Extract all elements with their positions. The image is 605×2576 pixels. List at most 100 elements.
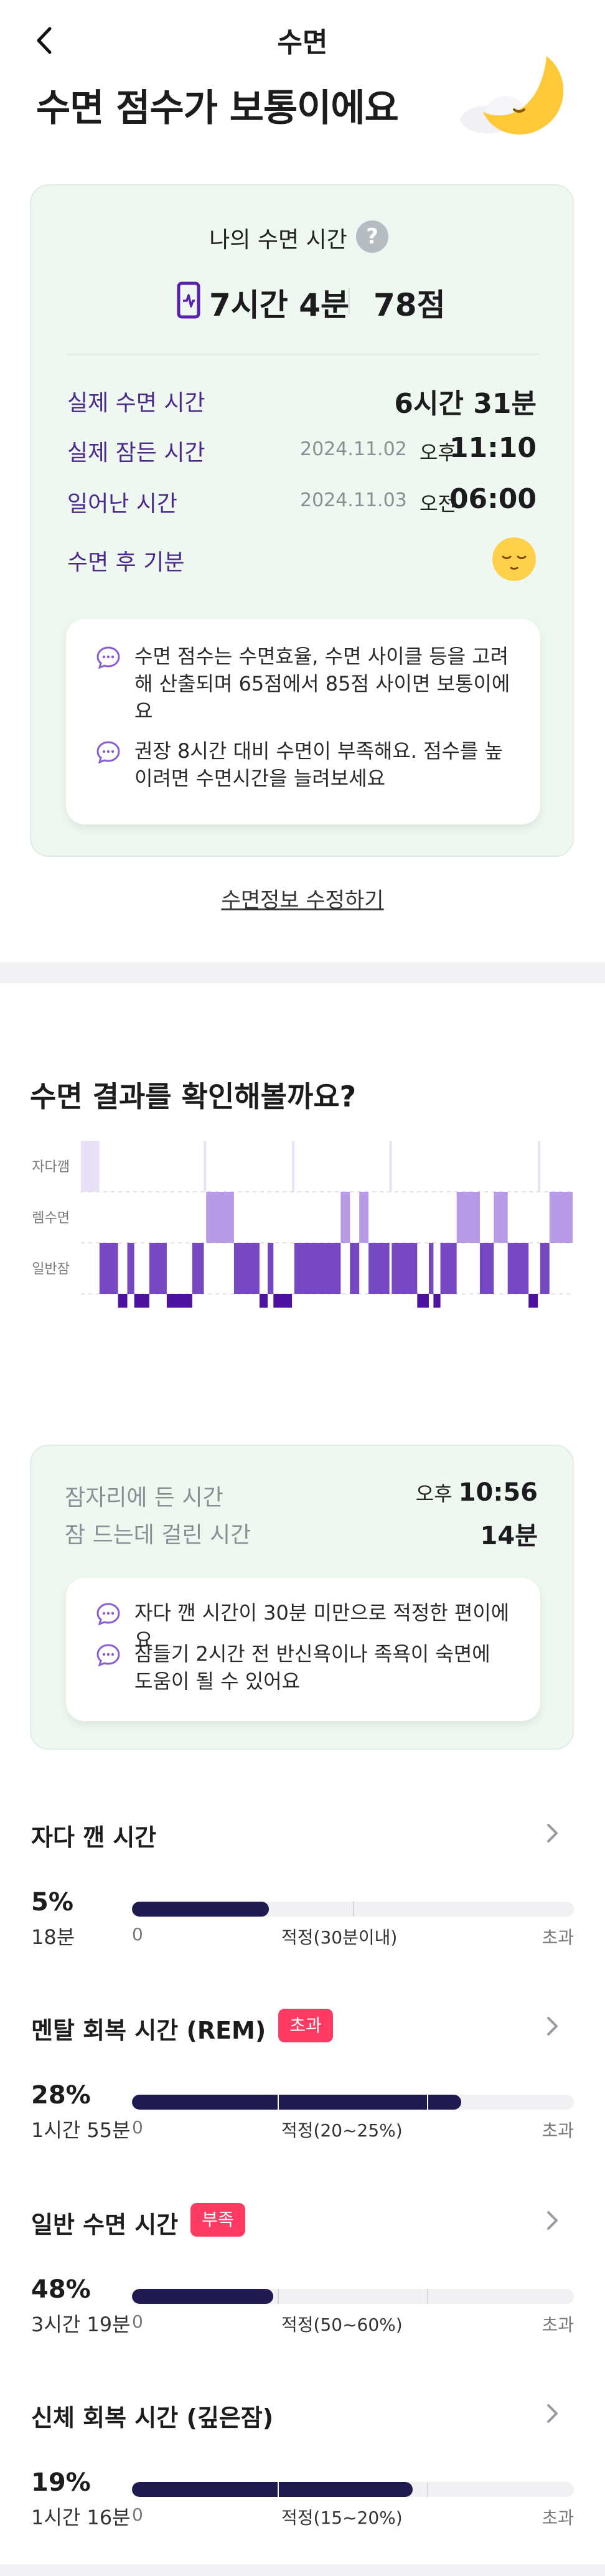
stage-over-label: 초과 [542,1927,574,1948]
sleep-stage-segment [273,1294,293,1308]
sleep-stage-segment [368,1243,390,1294]
latency-value: 14분 [480,1522,538,1550]
sleep-score-headline: 수면 점수가 보통이에요 [36,87,399,130]
sleep-stage-segment [99,1243,118,1294]
stage-zero-label: 0 [132,2117,143,2138]
in-bed-label: 잠자리에 든 시간 [65,1485,223,1511]
stage-progress-track [132,2482,574,2497]
moon-illustration [461,56,564,135]
stage-title: 일반 수면 시간 [31,2211,179,2239]
stage-over-label: 초과 [542,2508,574,2528]
chat-bubble-icon [96,646,120,669]
bedtime-tips-box: 자다 깬 시간이 30분 미만으로 적정한 편이에요 잠들기 2시간 전 반신욕… [66,1578,540,1721]
chevron-right-icon [547,1824,558,1842]
sleep-result-heading: 수면 결과를 확인해볼까요? [30,1080,357,1113]
back-button[interactable] [27,19,65,62]
stage-row[interactable]: 멘탈 회복 시간 (REM) 초과 28% 1시간 55분 0 적정(20~25%) 초과 [0,2009,605,2179]
sleep-stage-segment [127,1243,134,1294]
chat-bubble-icon [96,1644,120,1667]
sleep-stage-segment [359,1192,369,1243]
tip-text: 잠들기 2시간 전 반신욕이나 족욕이 숙면에 도움이 될 수 있어요 [134,1642,490,1693]
fell-asleep-date: 2024.11.02 [300,438,407,460]
stage-title: 멘탈 회복 시간 (REM) [31,2017,266,2044]
stage-over-label: 초과 [542,2120,574,2141]
my-sleep-time-text: 나의 수면 시간 [209,227,347,253]
stage-percent: 5% [31,1888,73,1917]
stage-progress-fill [132,2482,413,2497]
stage-range-marker [427,2289,428,2304]
stage-progress-fill [132,2289,273,2304]
stage-row[interactable]: 일반 수면 시간 부족 48% 3시간 19분 0 적정(50~60%) 초과 [0,2203,605,2374]
stage-range-marker [353,1902,354,1917]
woke-up-date: 2024.11.03 [300,489,407,511]
sleep-stage-segment [538,1141,540,1192]
stage-progress-track [132,2289,574,2304]
stage-normal-range: 적정(50~60%) [281,2314,403,2335]
sleep-stage-segment [134,1294,149,1308]
stage-progress-fill [132,1902,269,1917]
stage-row[interactable]: 자다 깬 시간 5% 18분 0 적정(30분이내) 초과 [0,1818,605,1986]
stage-axis-label: 자다깸 [32,1159,70,1175]
stage-normal-range: 적정(15~20%) [281,2508,403,2528]
chat-bubble-icon [96,741,120,764]
back-arrow-icon [37,27,52,54]
phone-activity-icon [177,281,200,319]
sleep-stage-segment [294,1243,341,1294]
stage-title: 자다 깬 시간 [31,1824,157,1851]
sleep-stage-segment [440,1243,457,1294]
sleep-stage-segment [389,1141,392,1192]
sleep-stage-segment [267,1243,274,1294]
chevron-right-icon [547,2211,558,2230]
stage-range-marker [278,2095,279,2110]
sleepy-face-icon [492,537,536,581]
edit-sleep-info-link[interactable]: 수면정보 수정하기 [221,888,384,913]
sleep-stage-segment [340,1192,350,1243]
sleep-stage-segment [479,1243,494,1294]
bottom-divider [0,2564,605,2576]
stage-row[interactable]: 신체 회복 시간 (깊은잠) 19% 1시간 16분 0 적정(15~20%) 초과 [0,2399,605,2567]
mood-label: 수면 후 기분 [67,550,185,575]
woke-up-time: 06:00 [449,483,537,515]
help-icon[interactable]: ? [356,220,388,253]
stage-axis-label: 렘수면 [32,1210,70,1226]
sleep-stage-segment [206,1192,234,1243]
sleep-stage-segment [456,1192,480,1243]
sleep-stage-segment [149,1243,167,1294]
stage-zero-label: 0 [132,1924,143,1945]
summary-divider [67,354,539,355]
sleep-stage-segment [392,1243,418,1294]
sleep-stage-segment [540,1243,550,1294]
stage-percent: 48% [31,2275,91,2304]
chevron-right-icon [547,2017,558,2036]
stage-range-marker [278,2289,279,2304]
stage-duration: 3시간 19분 [31,2313,131,2336]
stage-range-marker [427,2095,428,2110]
total-sleep-row: 7시간 4분 78점 [31,279,575,323]
stage-status-badge: 초과 [278,2009,333,2042]
stage-normal-range: 적정(20~25%) [281,2120,403,2141]
stage-over-label: 초과 [542,2314,574,2335]
sleep-stage-segment [292,1141,294,1192]
tip-text: 권장 8시간 대비 수면이 부족해요. 점수를 높이려면 수면시간을 늘려보세요 [134,739,504,790]
sleep-stage-segment [417,1294,429,1308]
tip-text: 자다 깬 시간이 30분 미만으로 적정한 편이에요 [134,1601,510,1652]
stage-zero-label: 0 [132,2504,143,2525]
sleep-stage-segment [350,1243,360,1294]
sleep-stage-segment [204,1141,207,1192]
fell-asleep-ampm: 오후 [420,441,456,465]
fell-asleep-time: 11:10 [449,432,537,464]
top-app-bar: 수면 [0,0,605,81]
sleep-stage-segment [233,1243,260,1294]
stage-progress-track [132,2095,574,2110]
sleep-summary-card: 나의 수면 시간 ? 7시간 4분 78점 실제 수면 시간 6시간 31분 실… [30,184,574,857]
score-tips-box: 수면 점수는 수면효율, 수면 사이클 등을 고려해 산출되며 65점에서 85… [66,619,540,824]
woke-up-ampm: 오전 [420,492,456,516]
total-row-divider [349,288,350,314]
stage-title: 신체 회복 시간 (깊은잠) [31,2404,274,2432]
section-divider [0,962,605,983]
sleep-stage-segment [118,1294,128,1308]
sleep-stage-segment [192,1243,204,1294]
sleep-stage-segment [507,1243,529,1294]
stage-range-marker [278,2482,279,2497]
stage-axis-label: 일반잠 [32,1262,70,1277]
